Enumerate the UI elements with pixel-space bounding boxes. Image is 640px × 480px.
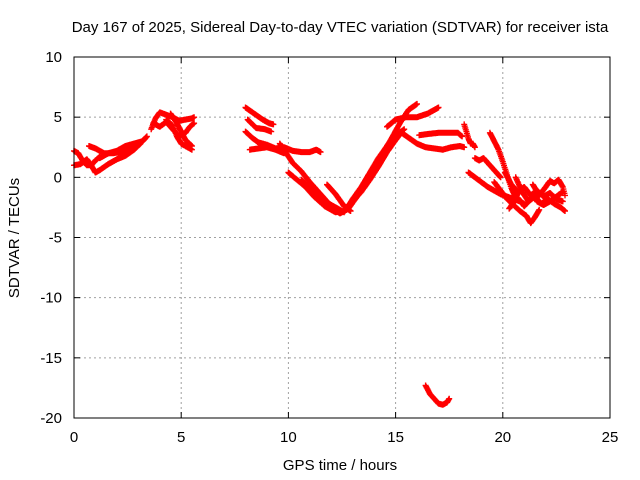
y-tick-label: 5 [54,109,62,126]
y-tick-label: -15 [40,350,62,367]
y-tick-label: -5 [49,230,62,247]
series-arc-12 [246,144,288,157]
plus-markers [163,116,195,153]
series-arc-15 [298,126,408,216]
plus-markers [246,144,288,157]
y-axis-label: SDTVAR / TECUs [6,178,23,298]
plus-markers [242,104,277,128]
series-arc-29 [506,188,566,212]
series-arc-08 [167,110,195,149]
plus-markers [416,129,466,140]
series-arc-18 [396,128,468,153]
x-axis-label: GPS time / hours [283,457,397,474]
series-arc-07 [163,116,195,153]
plus-markers [529,176,568,199]
y-tick-labels: 10 5 0 -5 -10 -15 -20 [40,49,62,427]
plus-markers [471,155,504,181]
plus-markers [96,133,150,162]
series-arc-28 [529,176,568,199]
grid-lines [74,57,610,418]
plus-markers [244,116,275,135]
x-tick-label: 0 [70,429,78,446]
y-tick-label: 10 [45,49,62,66]
series-arc-21 [461,121,478,151]
plus-markers [422,382,453,408]
y-tick-label: -20 [40,410,62,427]
plus-markers [298,126,408,216]
y-tick-label: 0 [54,169,62,186]
series-arc-20 [422,382,453,408]
plot-frame [73,56,611,419]
plus-markers [396,128,468,153]
series-arc-16 [324,181,354,214]
chart-title: Day 167 of 2025, Sidereal Day-to-day VTE… [72,19,609,36]
x-tick-label: 5 [177,429,185,446]
x-tick-label: 10 [280,429,297,446]
plus-markers [167,110,195,149]
plus-markers [506,188,566,212]
x-tick-label: 25 [602,429,619,446]
data-points [71,100,568,408]
series-arc-09 [242,104,277,128]
x-tick-label: 15 [387,429,404,446]
series-arc-22 [471,155,504,181]
series-arc-10 [244,116,275,135]
y-tick-label: -10 [40,290,62,307]
x-tick-labels: 0 5 10 15 20 25 [70,429,619,446]
series-arc-19 [416,129,466,140]
plus-markers [384,104,442,130]
series-arc-17 [384,104,442,130]
plus-markers [461,121,478,151]
x-tick-label: 20 [494,429,511,446]
series-arc-04 [96,133,150,162]
plus-markers [324,181,354,214]
